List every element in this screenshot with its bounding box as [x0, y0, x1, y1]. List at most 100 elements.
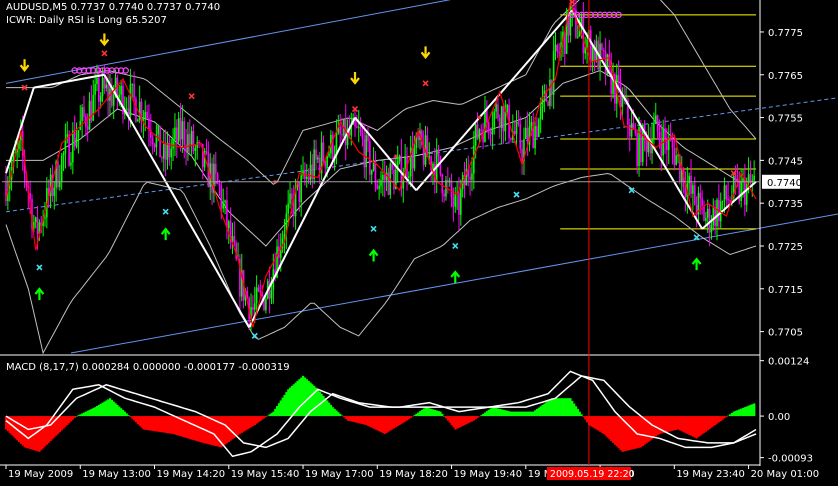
- macd-histogram-bar: [428, 408, 431, 417]
- macd-histogram-bar: [142, 416, 145, 430]
- candle-body: [619, 80, 622, 107]
- macd-histogram-bar: [658, 416, 661, 434]
- macd-histogram-bar: [248, 416, 251, 429]
- macd-histogram-bar: [730, 412, 734, 417]
- candle-body: [20, 131, 22, 140]
- macd-histogram-bar: [17, 416, 21, 442]
- macd-histogram-bar: [246, 416, 249, 430]
- macd-histogram-bar: [753, 403, 756, 417]
- macd-histogram-bar: [504, 410, 507, 417]
- macd-histogram-bar: [610, 416, 613, 442]
- candle-body: [525, 127, 527, 140]
- time-axis: 19 May 2009 19 May 13:00 19 May 14:20 19 Ma…: [5, 465, 819, 480]
- candle-body: [131, 83, 134, 85]
- candle-body: [675, 155, 677, 165]
- candle-body: [99, 96, 102, 102]
- macd-histogram-bar: [704, 416, 708, 432]
- candle-body: [42, 218, 44, 226]
- macd-histogram-bar: [675, 416, 678, 430]
- up-arrow-icon: [34, 287, 45, 301]
- macd-histogram-bar: [99, 403, 102, 417]
- candle-body: [289, 193, 291, 204]
- macd-histogram-bar: [276, 406, 279, 417]
- candle-body: [246, 290, 249, 299]
- candle-body: [699, 192, 702, 198]
- candle-body: [49, 174, 52, 197]
- macd-histogram-bar: [207, 416, 210, 445]
- macd-histogram-bar: [532, 411, 535, 417]
- macd-histogram-bar: [92, 408, 95, 417]
- macd-histogram-bar: [324, 398, 327, 417]
- macd-histogram-bar: [392, 416, 396, 429]
- candle-body: [348, 128, 351, 136]
- candle-body: [640, 127, 642, 163]
- candle-body: [283, 234, 286, 239]
- candle-body: [302, 170, 304, 176]
- candle-body: [495, 104, 497, 112]
- candle-body: [584, 47, 587, 54]
- macd-histogram-bar: [368, 416, 372, 427]
- macd-histogram-bar: [305, 379, 308, 417]
- candle-body: [66, 134, 69, 139]
- macd-histogram-bar: [159, 416, 162, 433]
- macd-histogram-bar: [708, 416, 711, 430]
- macd-histogram-bar: [287, 389, 290, 417]
- macd-histogram-bar: [153, 416, 156, 432]
- candle-body: [287, 203, 289, 214]
- zigzag-major-segment: [248, 117, 356, 328]
- candle-body: [137, 119, 139, 122]
- candle-body: [298, 181, 301, 203]
- macd-histogram-bar: [231, 416, 234, 440]
- macd-histogram-bar: [710, 416, 713, 428]
- macd-histogram-bar: [660, 416, 663, 434]
- macd-histogram-bar: [344, 416, 347, 419]
- candle-body: [467, 168, 470, 177]
- candle-body: [432, 163, 434, 171]
- candle-body: [528, 126, 531, 145]
- macd-histogram-bar: [342, 416, 346, 418]
- macd-histogram-bar: [218, 416, 221, 447]
- macd-histogram-bar: [27, 416, 30, 449]
- macd-histogram-bar: [664, 416, 667, 433]
- macd-histogram-bar: [528, 411, 531, 417]
- macd-histogram-bar: [346, 416, 349, 421]
- macd-histogram-bar: [478, 416, 481, 417]
- candle-body: [185, 144, 187, 152]
- macd-histogram-bar: [186, 416, 190, 439]
- candle-body: [426, 135, 429, 157]
- macd-histogram-bar: [42, 416, 45, 449]
- candle-body: [621, 95, 624, 107]
- macd-histogram-bar: [586, 416, 589, 423]
- candle-body: [354, 118, 356, 127]
- macd-histogram-bar: [600, 416, 604, 433]
- macd-histogram-bar: [225, 416, 229, 444]
- candle-body: [344, 119, 347, 146]
- macd-histogram-bar: [621, 416, 624, 452]
- candle-body: [601, 43, 603, 50]
- macd-histogram-bar: [277, 403, 281, 417]
- macd-histogram-bar: [125, 413, 128, 417]
- candle-body: [105, 84, 108, 89]
- macd-histogram-bar: [337, 412, 340, 417]
- candle-body: [738, 179, 741, 201]
- candle-body: [606, 54, 609, 75]
- macd-histogram-bar: [485, 411, 489, 417]
- candle-body: [270, 290, 273, 299]
- buy-x-marker: [162, 208, 169, 215]
- candle-body: [710, 225, 713, 233]
- up-arrow-icon: [450, 270, 461, 283]
- macd-histogram-bar: [626, 416, 630, 451]
- candle-body: [692, 185, 694, 194]
- candle-body: [359, 126, 362, 133]
- macd-histogram-bar: [90, 408, 93, 417]
- macd-histogram-bar: [289, 387, 292, 417]
- macd-histogram-bar: [498, 408, 502, 417]
- candle-body: [404, 157, 406, 177]
- macd-histogram-bar: [333, 408, 336, 417]
- macd-histogram-bar: [238, 416, 242, 434]
- macd-histogram-bar: [378, 416, 381, 432]
- candle-body: [144, 111, 147, 118]
- candle-body: [172, 139, 174, 149]
